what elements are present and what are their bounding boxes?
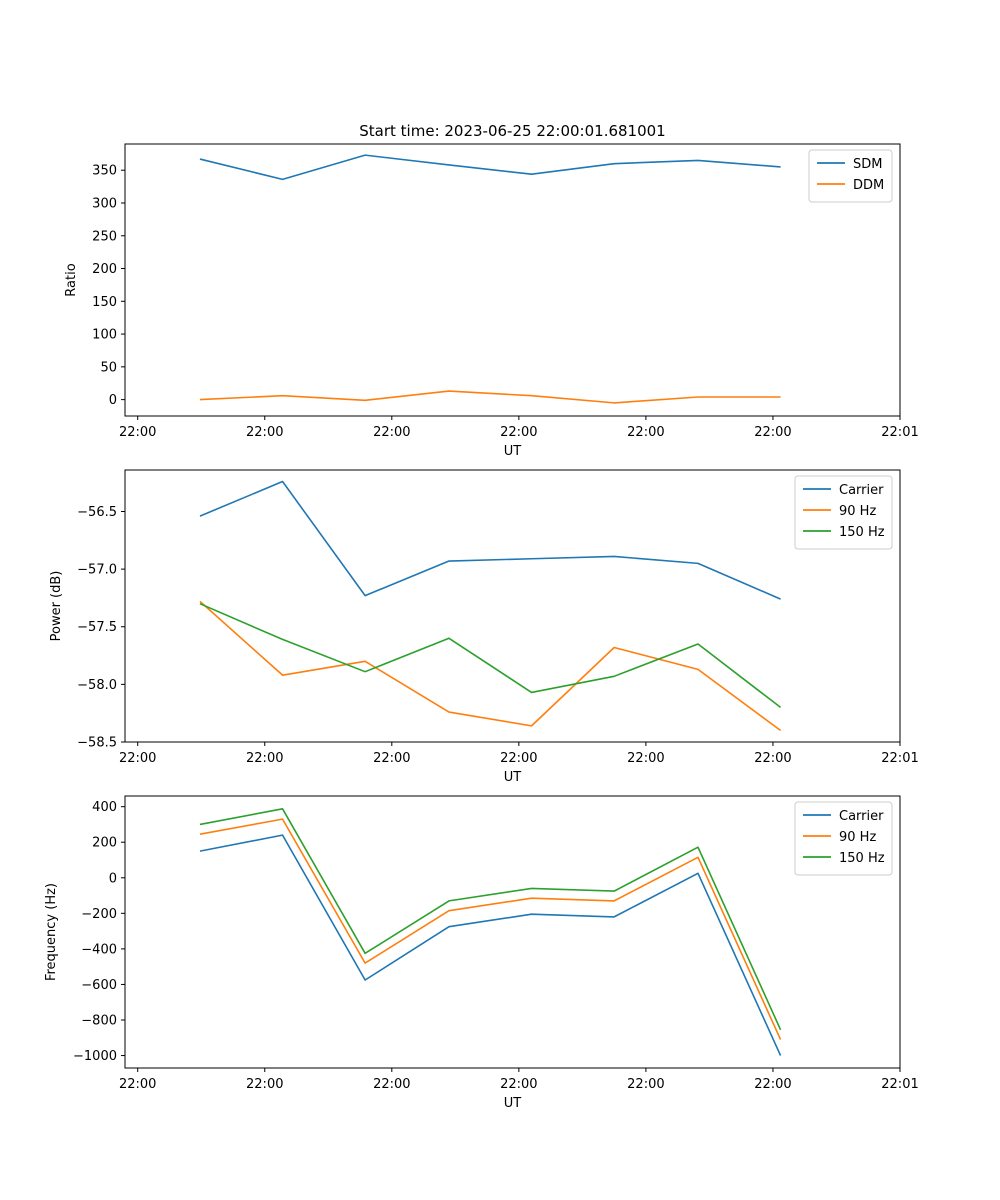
- y-tick-label: 250: [92, 229, 117, 244]
- y-tick-label: 50: [100, 360, 117, 375]
- y-tick-label: 300: [92, 196, 117, 211]
- series-line-ddm: [199, 390, 781, 404]
- x-tick-label: 22:00: [246, 425, 283, 440]
- x-tick-label: 22:00: [754, 1077, 791, 1092]
- legend-entry: 90 Hz: [839, 504, 876, 519]
- x-tick-label: 22:00: [627, 1077, 664, 1092]
- subplot-1: Start time: 2023-06-25 22:00:01.681001 22…: [64, 122, 919, 459]
- x-tick-label: 22:01: [881, 1077, 918, 1092]
- x-tick-label: 22:00: [627, 751, 664, 766]
- x-axis-label: UT: [504, 770, 522, 785]
- series-line-150-hz: [199, 807, 782, 1031]
- y-tick-label: −200: [81, 907, 117, 922]
- y-axis-label: Ratio: [64, 263, 79, 296]
- x-tick-label: 22:00: [500, 425, 537, 440]
- subplot-2: 22:00 22:00 22:00 22:00 22:00 22:00 22:01 −58.5…: [49, 469, 919, 785]
- x-tick-label: 22:00: [373, 751, 410, 766]
- legend: Carrier 90 Hz 150 Hz: [794, 475, 893, 550]
- y-tick-label: −58.5: [77, 736, 117, 751]
- legend-entry: Carrier: [839, 483, 884, 498]
- x-axis-label: UT: [504, 1096, 522, 1111]
- legend-entry: Carrier: [839, 809, 884, 824]
- x-tick-label: 22:00: [119, 1077, 156, 1092]
- legend-entry: SDM: [853, 157, 882, 172]
- x-tick-label: 22:01: [881, 425, 918, 440]
- x-tick-label: 22:01: [881, 751, 918, 766]
- y-tick-label: 150: [92, 295, 117, 310]
- y-tick-label: 400: [92, 800, 117, 815]
- y-tick-label: −56.5: [77, 505, 117, 520]
- series-line-150-hz: [199, 602, 782, 709]
- x-tick-label: 22:00: [627, 425, 664, 440]
- y-tick-label: −58.0: [77, 678, 117, 693]
- y-tick-label: −800: [81, 1014, 117, 1029]
- y-tick-label: −600: [81, 978, 117, 993]
- x-axis-label: UT: [504, 444, 522, 459]
- legend-entry: 150 Hz: [839, 851, 885, 866]
- x-tick-label: 22:00: [119, 751, 156, 766]
- y-tick-label: −1000: [73, 1049, 117, 1064]
- axes-frame: [124, 795, 901, 1069]
- y-tick-label: −57.0: [77, 563, 117, 578]
- axes-frame: [124, 143, 901, 417]
- x-tick-label: 22:00: [246, 1077, 283, 1092]
- x-tick-label: 22:00: [119, 425, 156, 440]
- chart-title: Start time: 2023-06-25 22:00:01.681001: [359, 122, 665, 140]
- y-tick-label: 200: [92, 836, 117, 851]
- y-tick-label: 200: [92, 262, 117, 277]
- y-tick-label: 0: [109, 871, 117, 886]
- series-line-sdm: [199, 154, 781, 181]
- y-tick-label: 0: [109, 393, 117, 408]
- x-tick-label: 22:00: [500, 1077, 537, 1092]
- legend-entry: 90 Hz: [839, 830, 876, 845]
- y-tick-label: −57.5: [77, 620, 117, 635]
- x-tick-label: 22:00: [754, 425, 791, 440]
- series-line-carrier: [199, 480, 781, 600]
- y-tick-label: −400: [81, 942, 117, 957]
- x-tick-label: 22:00: [373, 425, 410, 440]
- x-tick-label: 22:00: [246, 751, 283, 766]
- x-tick-label: 22:00: [754, 751, 791, 766]
- y-tick-label: 100: [92, 328, 117, 343]
- y-tick-label: 350: [92, 164, 117, 179]
- series-line-90-hz: [199, 600, 782, 732]
- y-axis-label: Power (dB): [49, 571, 64, 642]
- x-tick-label: 22:00: [373, 1077, 410, 1092]
- y-axis-label: Frequency (Hz): [44, 883, 59, 981]
- axes-frame: [124, 469, 901, 743]
- legend: SDM DDM: [808, 149, 893, 203]
- series-line-90-hz: [199, 818, 782, 1040]
- legend-entry: 150 Hz: [839, 525, 885, 540]
- legend-entry: DDM: [853, 178, 884, 193]
- subplot-3: 22:00 22:00 22:00 22:00 22:00 22:00 22:01 −1000…: [44, 795, 919, 1111]
- series-line-carrier: [199, 834, 782, 1056]
- legend: Carrier 90 Hz 150 Hz: [794, 801, 893, 876]
- x-tick-label: 22:00: [500, 751, 537, 766]
